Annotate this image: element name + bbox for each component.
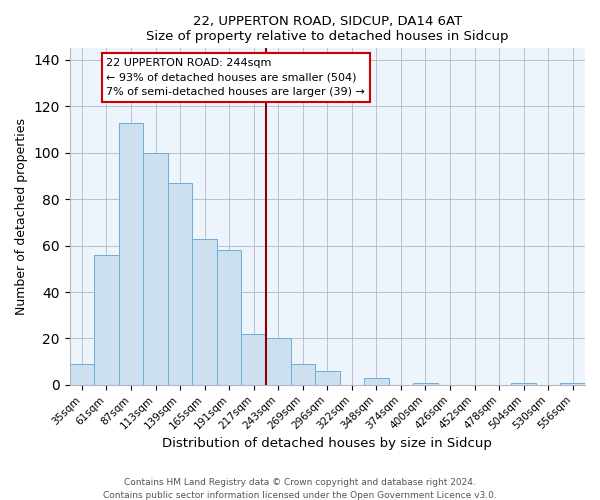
Bar (364, 378, 389, 385)
Bar (266, 338, 290, 385)
Bar (241, 334, 266, 385)
Bar (119, 122, 143, 385)
Text: 22 UPPERTON ROAD: 244sqm
← 93% of detached houses are smaller (504)
7% of semi-d: 22 UPPERTON ROAD: 244sqm ← 93% of detach… (106, 58, 365, 97)
Bar (94, 255, 119, 385)
Bar (315, 371, 340, 385)
Bar (217, 250, 241, 385)
Bar (413, 382, 438, 385)
Bar (143, 153, 168, 385)
Bar (70, 364, 94, 385)
Text: Contains HM Land Registry data © Crown copyright and database right 2024.
Contai: Contains HM Land Registry data © Crown c… (103, 478, 497, 500)
Bar (168, 183, 193, 385)
Bar (511, 382, 536, 385)
Bar (290, 364, 315, 385)
Bar (560, 382, 585, 385)
X-axis label: Distribution of detached houses by size in Sidcup: Distribution of detached houses by size … (163, 437, 492, 450)
Y-axis label: Number of detached properties: Number of detached properties (15, 118, 28, 315)
Title: 22, UPPERTON ROAD, SIDCUP, DA14 6AT
Size of property relative to detached houses: 22, UPPERTON ROAD, SIDCUP, DA14 6AT Size… (146, 15, 509, 43)
Bar (193, 238, 217, 385)
